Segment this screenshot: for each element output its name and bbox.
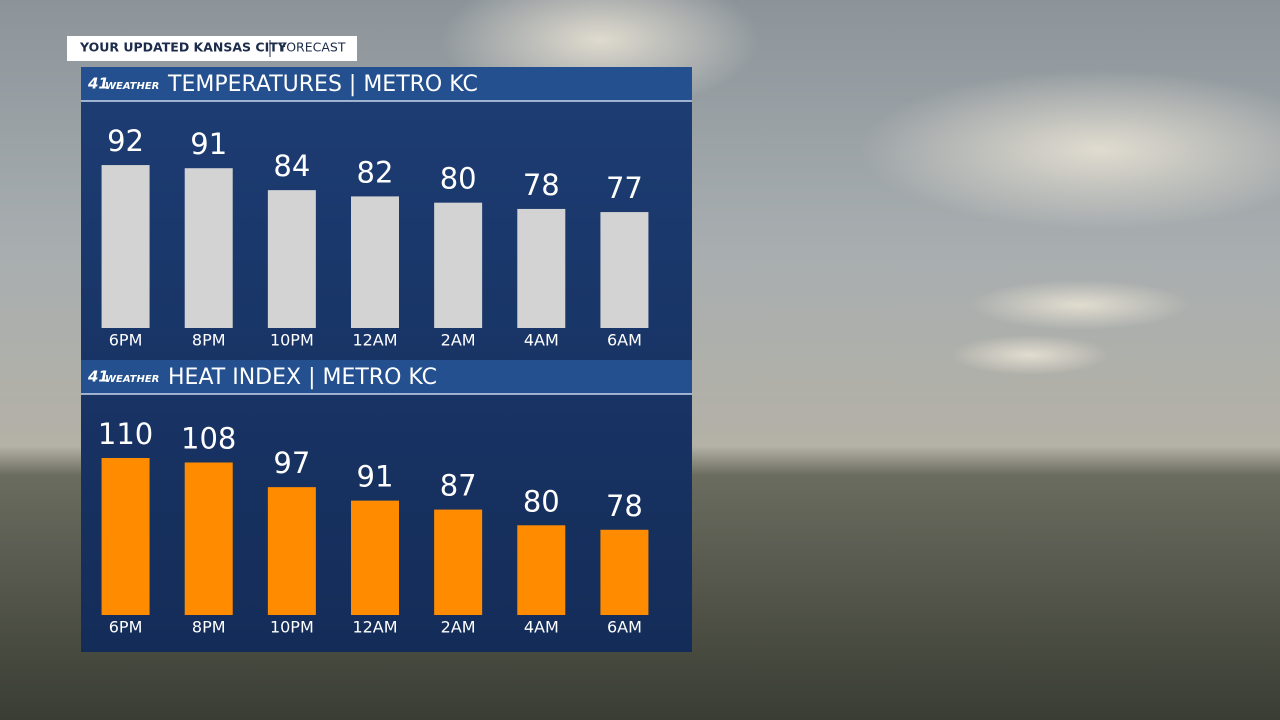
bar	[600, 529, 649, 615]
bar	[101, 165, 150, 328]
value-label: 77	[606, 171, 643, 205]
x-tick-label: 4AM	[524, 618, 559, 637]
logo-text: WEATHER	[105, 374, 159, 385]
bar	[351, 500, 399, 615]
value-label: 80	[440, 162, 477, 196]
tag-box	[67, 36, 357, 61]
tag-label: FORECAST	[279, 40, 346, 55]
value-label: 97	[273, 446, 310, 480]
bar	[184, 462, 233, 615]
logo-text: WEATHER	[105, 81, 159, 92]
value-label: 91	[190, 127, 227, 161]
x-tick-label: 12AM	[352, 618, 397, 637]
x-tick-label: 10PM	[270, 331, 314, 350]
chart-header	[81, 67, 692, 101]
value-label: 78	[523, 168, 560, 202]
bar	[600, 212, 649, 328]
x-tick-label: 6AM	[607, 331, 642, 350]
x-tick-label: 10PM	[270, 618, 314, 637]
value-label: 92	[107, 124, 144, 158]
x-tick-label: 2AM	[441, 331, 476, 350]
value-label: 87	[440, 469, 477, 503]
chart-title: HEAT INDEX | METRO KC	[168, 365, 437, 390]
value-label: 108	[181, 421, 236, 455]
value-label: 84	[273, 149, 310, 183]
bar	[351, 196, 399, 328]
value-label: 82	[357, 155, 394, 189]
cloud	[860, 70, 1280, 230]
tag-title: YOUR UPDATED KANSAS CITY	[79, 40, 288, 55]
bar	[184, 168, 233, 328]
bar	[434, 509, 483, 615]
cloud	[950, 335, 1110, 375]
bar	[267, 190, 316, 328]
x-tick-label: 12AM	[352, 331, 397, 350]
value-label: 78	[606, 489, 643, 523]
logo-number: 41	[87, 368, 109, 386]
x-tick-label: 6PM	[109, 331, 143, 350]
value-label: 80	[523, 484, 560, 518]
x-tick-label: 4AM	[524, 331, 559, 350]
x-tick-label: 8PM	[192, 331, 226, 350]
bar	[517, 208, 566, 328]
bar	[101, 458, 150, 615]
chart-header	[81, 360, 692, 394]
value-label: 110	[98, 417, 153, 451]
value-label: 91	[357, 460, 394, 494]
x-tick-label: 6PM	[109, 618, 143, 637]
bar	[434, 202, 483, 328]
bar	[267, 487, 316, 615]
logo-number: 41	[87, 75, 109, 93]
x-tick-label: 2AM	[441, 618, 476, 637]
bar	[517, 525, 566, 615]
x-tick-label: 6AM	[607, 618, 642, 637]
cloud	[970, 280, 1190, 330]
x-tick-label: 8PM	[192, 618, 226, 637]
chart-title: TEMPERATURES | METRO KC	[167, 72, 478, 97]
